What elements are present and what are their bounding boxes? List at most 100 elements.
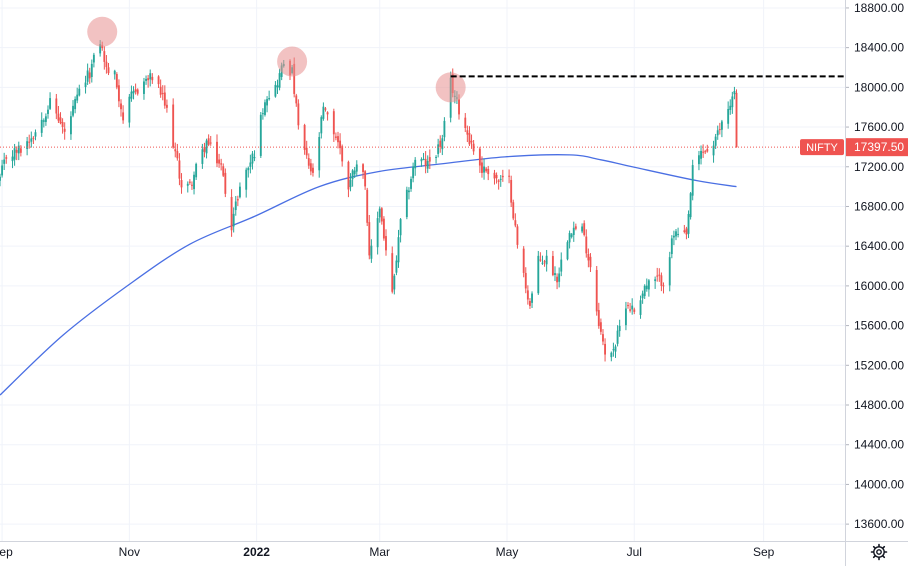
candle-body [631,305,634,310]
candle-body [551,256,554,276]
candle-body [668,257,671,286]
candle [92,52,95,68]
candle [560,252,563,277]
candle-body [332,111,335,135]
price-tick-label: 18400.00 [854,41,904,55]
candle [191,181,193,190]
candle [595,265,598,316]
candle-body [92,54,95,63]
candle [599,318,602,335]
candle-body [303,125,306,150]
candle-body [629,309,632,311]
candle [128,94,131,128]
candle [84,75,87,94]
candle-body [441,138,444,150]
candle-body [716,130,719,136]
price-tick-label: 13600.00 [854,517,904,531]
candle [143,77,145,100]
candle-body [672,235,675,238]
candle-body [481,162,483,173]
candle-body [529,300,531,306]
candle [63,122,66,140]
candle [76,87,79,104]
candle-body [69,116,72,135]
candle-body [458,99,460,115]
candle-body [422,158,425,160]
price-tick-label: 18800.00 [854,1,904,15]
candle [485,166,488,173]
price-tick-label: 16800.00 [854,199,904,213]
candle [495,172,498,184]
candle-body [176,151,179,159]
candle-body [19,148,22,153]
candle [466,125,469,143]
candle [643,284,646,299]
candle-body [245,169,248,190]
candle [382,216,385,241]
candle-body [44,116,47,122]
candle [107,62,110,76]
candle-body [49,98,52,109]
candle [472,139,475,155]
candle [526,285,529,305]
candle-body [568,233,571,243]
time-axis[interactable]: Sep Nov 2022 Mar May Jul Sep [0,541,908,560]
candle [40,112,43,137]
candle [122,105,125,124]
candle-body [86,70,89,82]
candle [385,229,387,256]
candle-body [720,121,723,130]
candle [397,229,400,268]
candle-body [113,70,116,75]
gear-icon[interactable] [866,540,892,564]
grid [0,0,845,541]
candle [376,211,379,255]
candle-body [597,310,600,327]
candle-body [439,140,442,147]
candle-body [512,202,515,219]
candle [437,138,440,158]
candle-body [397,237,400,263]
candle [531,291,533,309]
annotations-layer [0,16,845,148]
candle [656,267,659,282]
candle-body [238,186,241,198]
candle-body [508,175,511,177]
candle [483,158,485,180]
candle [1,159,4,178]
candle [353,166,356,178]
candle-body [47,109,49,114]
candle-body [437,144,440,154]
candle [670,235,673,259]
candle [69,111,72,140]
candle [639,295,642,319]
candle-body [487,168,490,175]
candle-body [627,305,629,307]
candle-body [468,133,471,145]
candle [556,273,559,290]
candle-body [143,81,145,94]
candle-body [253,157,256,159]
candle-body [641,293,644,299]
candle-body [88,72,91,79]
candle-body [558,273,561,282]
candle [654,276,657,289]
candle-body [11,156,14,162]
candle [370,239,373,263]
candle [541,255,544,265]
candle [691,159,694,201]
price-axis[interactable]: 13600.00 14000.00 14400.00 14800.00 15200.00… [845,0,904,566]
time-tick-label: Sep [753,545,775,559]
candle [103,46,106,70]
candle [545,249,548,272]
candle-body [234,201,237,211]
candle [587,248,590,268]
candle [624,301,627,331]
candle [251,151,254,170]
candle [735,89,738,148]
candle [90,59,93,83]
candle [238,182,241,199]
candle [662,282,665,294]
candle-body [483,166,485,173]
